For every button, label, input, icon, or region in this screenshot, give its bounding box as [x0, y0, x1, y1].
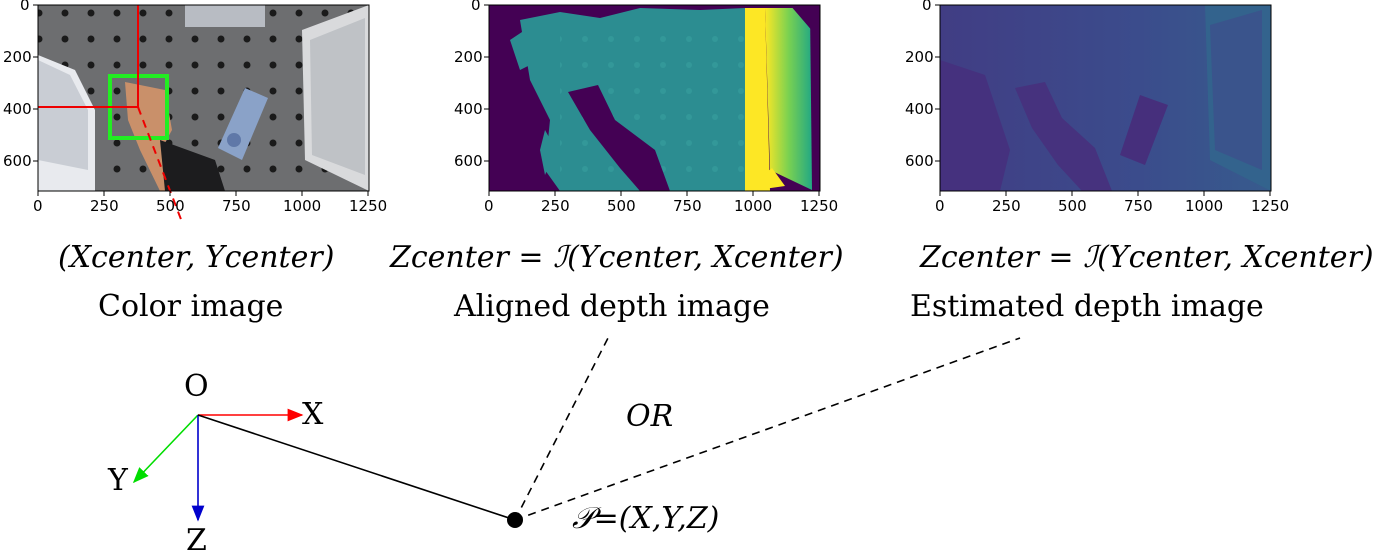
tick-label: 1000 — [734, 197, 773, 215]
tick-label: 600 — [454, 152, 483, 170]
estimated-caption: Estimated depth image — [910, 289, 1264, 324]
point-marker — [507, 512, 523, 528]
tick-label: 750 — [673, 197, 702, 215]
tick-label: 200 — [3, 48, 32, 66]
tick-label: 0 — [20, 0, 30, 14]
tick-label: 400 — [3, 100, 32, 118]
tick-label: 0 — [922, 0, 932, 14]
aligned-caption: Aligned depth image — [454, 289, 770, 324]
tick-label: 1000 — [283, 197, 322, 215]
color-image-plot — [37, 4, 370, 223]
color-formula: (Xcenter, Ycenter) — [58, 240, 335, 275]
tick-label: 1250 — [1251, 197, 1290, 215]
tick-label: 1250 — [349, 197, 388, 215]
tick-label: 250 — [90, 197, 119, 215]
origin-label: O — [184, 369, 209, 404]
tick-label: 600 — [3, 152, 32, 170]
tick-label: 500 — [1058, 197, 1087, 215]
tick-label: 0 — [484, 197, 494, 215]
point-label: 𝒫=(X,Y,Z) — [572, 501, 720, 536]
ray-line — [197, 414, 516, 521]
tick-label: 250 — [541, 197, 570, 215]
y-axis-label: Y — [108, 463, 128, 498]
tick-marks — [33, 4, 1271, 196]
tick-label: 0 — [935, 197, 945, 215]
y-axis-arrow — [132, 414, 199, 484]
tick-label: 500 — [607, 197, 636, 215]
tick-label: 0 — [33, 197, 43, 215]
color-caption: Color image — [98, 289, 284, 324]
aligned-formula: Zcenter = ℐ(Ycenter, Xcenter) — [390, 240, 844, 275]
tick-label: 400 — [905, 100, 934, 118]
x-axis-label: X — [302, 397, 324, 432]
estimated-depth-plot — [939, 4, 1272, 192]
tick-label: 250 — [992, 197, 1021, 215]
tick-label: 400 — [454, 100, 483, 118]
dashed-line-estimated — [514, 337, 1021, 521]
tick-label: 0 — [471, 0, 481, 14]
tick-label: 750 — [222, 197, 251, 215]
tick-label: 600 — [905, 152, 934, 170]
or-label: OR — [626, 399, 674, 434]
tick-label: 200 — [905, 48, 934, 66]
tick-label: 200 — [454, 48, 483, 66]
tick-label: 1250 — [800, 197, 839, 215]
dashed-line-aligned — [514, 337, 609, 521]
aligned-depth-plot — [488, 4, 821, 192]
tick-label: 750 — [1124, 197, 1153, 215]
tick-label: 500 — [156, 197, 185, 215]
tick-label: 1000 — [1185, 197, 1224, 215]
estimated-formula: Zcenter = ℐ(Ycenter, Xcenter) — [920, 240, 1374, 275]
z-axis-label: Z — [186, 523, 207, 558]
